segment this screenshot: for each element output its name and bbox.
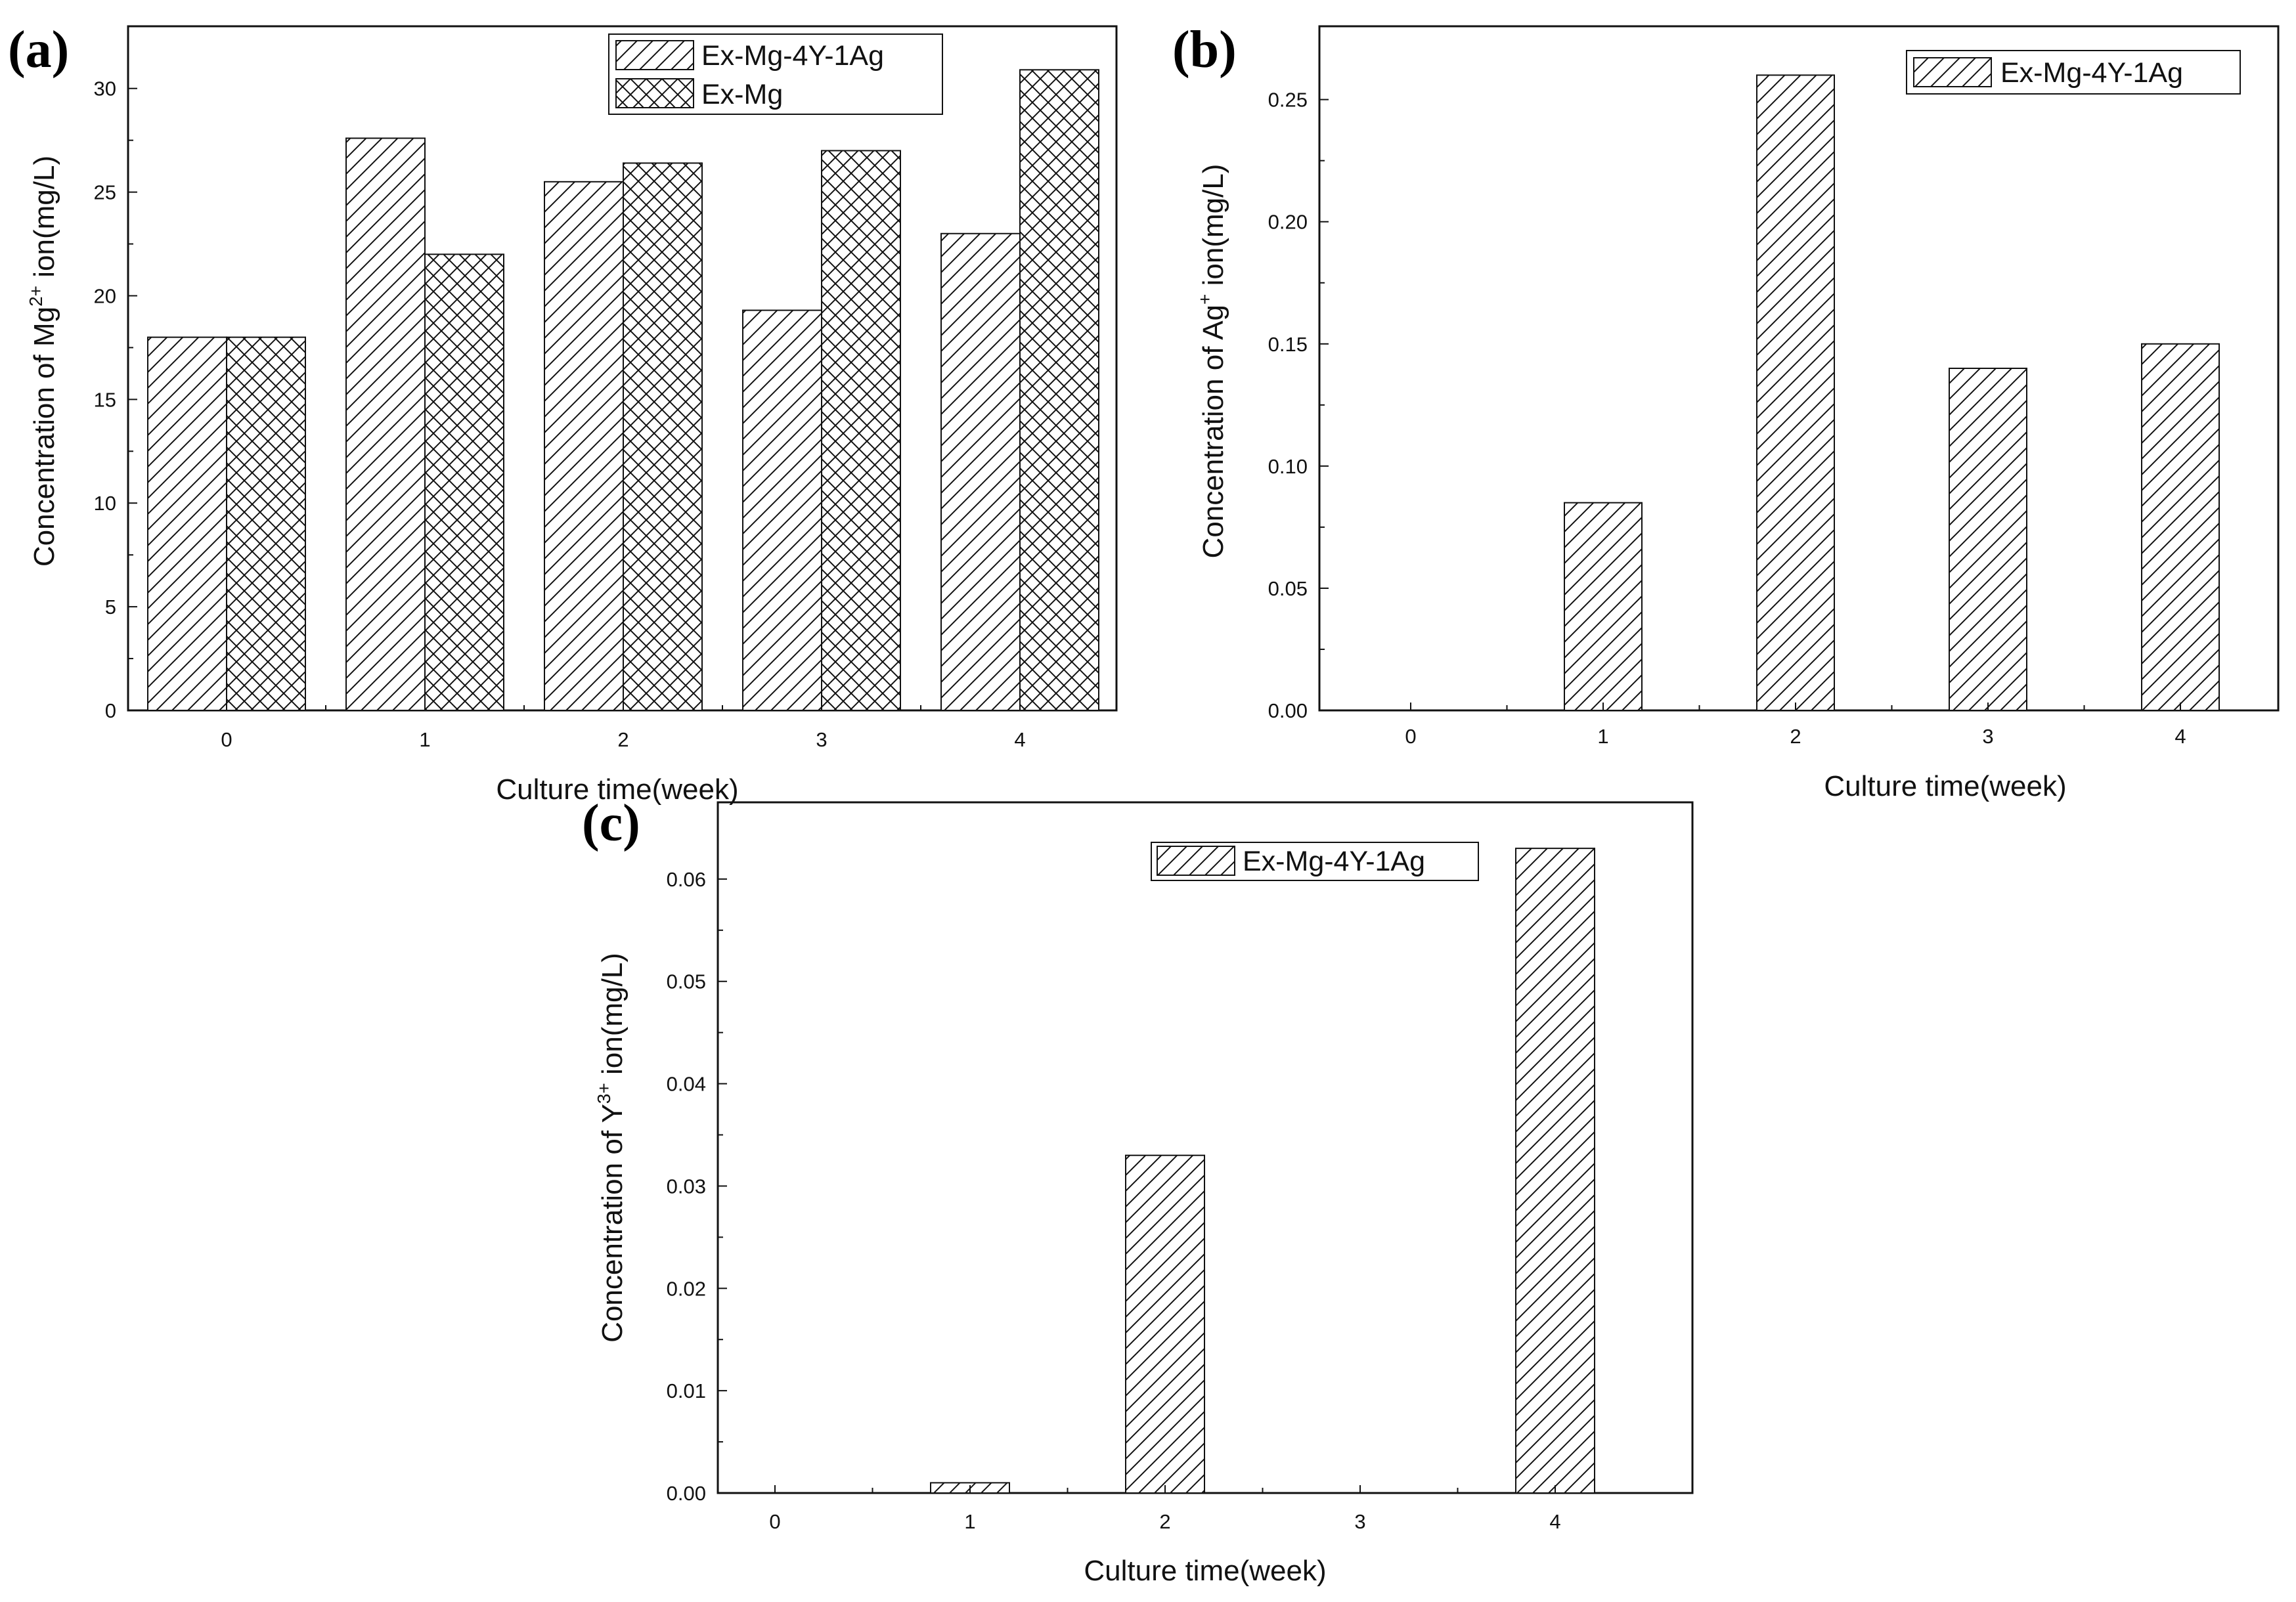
y-tick-label: 0.02	[667, 1277, 706, 1300]
x-tick-label: 2	[1790, 725, 1801, 748]
bar-ex-mg-4y-1ag-week-2	[544, 181, 624, 711]
panel-a-legend-label-ex-mg: Ex-Mg	[701, 79, 783, 110]
y-tick-label: 0.10	[1268, 455, 1308, 478]
bar-ex-mg-week-0	[226, 336, 306, 711]
panel-a-legend-label-ex-mg-4y-1ag: Ex-Mg-4Y-1Ag	[701, 40, 884, 72]
y-tick-label: 0.25	[1268, 89, 1308, 112]
y-tick-label: 0.00	[1268, 699, 1308, 722]
panel-a-legend-swatch-ex-mg-4y-1ag	[615, 40, 694, 70]
panel-a-legend: Ex-Mg-4Y-1Ag Ex-Mg	[608, 33, 943, 115]
panel-b-y-title-suffix: ion(mg/L)	[1197, 164, 1229, 294]
y-tick-label: 0.06	[667, 868, 706, 891]
bar-ex-mg-4y-1ag-week-3	[742, 309, 822, 711]
x-tick-label: 3	[816, 728, 827, 751]
panel-b-label: (b)	[1172, 21, 1237, 79]
panel-c-legend: Ex-Mg-4Y-1Ag	[1151, 842, 1479, 881]
panel-c-legend-label-ex-mg-4y-1ag: Ex-Mg-4Y-1Ag	[1243, 846, 1425, 877]
x-tick-label: 2	[617, 728, 629, 751]
panel-c-y-title-sup: 3+	[594, 1083, 614, 1104]
panel-c-legend-swatch-ex-mg-4y-1ag	[1157, 846, 1235, 876]
panel-b-y-axis-title: Concentration of Ag+ ion(mg/L)	[1195, 164, 1229, 559]
y-tick-label: 0.05	[667, 970, 706, 993]
y-tick-label: 20	[94, 284, 116, 307]
bar-ex-mg-4y-1ag-week-4	[940, 232, 1021, 711]
bar-ex-mg-week-1	[424, 253, 504, 712]
y-tick-label: 0.05	[1268, 577, 1308, 600]
bar-ex-mg-4y-1ag-week-3	[1949, 368, 2027, 711]
panel-b-x-axis-title: Culture time(week)	[1824, 770, 2066, 802]
panel-b-y-ticks: 0.00 0.05 0.10 0.15 0.20 0.25	[1268, 89, 1329, 722]
x-tick-label: 0	[1405, 725, 1416, 748]
y-tick-label: 0.20	[1268, 211, 1308, 234]
x-tick-label: 0	[221, 728, 232, 751]
bar-ex-mg-week-2	[623, 162, 703, 711]
y-tick-label: 0.00	[667, 1482, 706, 1505]
x-tick-label: 4	[1014, 728, 1025, 751]
y-tick-label: 0.15	[1268, 333, 1308, 356]
y-tick-label: 25	[94, 181, 116, 204]
panel-c-y-axis-title: Concentration of Y3+ ion(mg/L)	[594, 953, 629, 1343]
panel-c-bars	[930, 848, 1595, 1494]
panel-b-y-title-prefix: Concentration of Ag	[1197, 305, 1229, 558]
bar-ex-mg-4y-1ag-week-2	[1756, 74, 1835, 711]
panel-a-bars	[147, 69, 1099, 712]
y-tick-label: 5	[105, 595, 116, 618]
panel-a-x-axis-title: Culture time(week)	[496, 773, 738, 806]
x-tick-label: 2	[1159, 1510, 1170, 1533]
y-tick-label: 0.04	[667, 1073, 706, 1096]
x-tick-label: 4	[2175, 725, 2186, 748]
panel-b-chart: 0.00 0.05 0.10 0.15 0.20 0.25 0 1 2 3 4 Culture t…	[1172, 21, 2280, 802]
panel-b-bars	[1564, 74, 2220, 712]
bar-ex-mg-4y-1ag-week-1	[345, 137, 426, 711]
panel-c-y-title-prefix: Concentration of Y	[596, 1104, 629, 1343]
panel-c-label: (c)	[582, 794, 640, 852]
panel-a-legend-swatch-ex-mg	[615, 78, 694, 108]
x-tick-label: 1	[1597, 725, 1608, 748]
panel-b-legend-swatch-ex-mg-4y-1ag	[1913, 57, 1992, 87]
x-tick-label: 3	[1982, 725, 1993, 748]
y-tick-label: 30	[94, 77, 116, 100]
panel-a-x-ticks: 0 1 2 3 4	[221, 703, 1026, 751]
y-tick-label: 0	[105, 699, 116, 722]
panel-a-y-title-sup: 2+	[26, 286, 46, 307]
y-tick-label: 15	[94, 388, 116, 411]
bar-ex-mg-4y-1ag-week-1	[1564, 502, 1643, 712]
bar-ex-mg-4y-1ag-week-2	[1125, 1154, 1205, 1494]
panel-a-y-title-prefix: Concentration of Mg	[28, 307, 60, 567]
panel-c-y-ticks: 0.00 0.01 0.02 0.03 0.04 0.05 0.06	[667, 868, 727, 1505]
bar-ex-mg-week-4	[1019, 69, 1099, 712]
panel-b-x-ticks: 0 1 2 3 4	[1405, 703, 2186, 748]
y-tick-label: 0.03	[667, 1175, 706, 1198]
x-tick-label: 3	[1354, 1510, 1365, 1533]
panel-b-legend-label-ex-mg-4y-1ag: Ex-Mg-4Y-1Ag	[2000, 57, 2183, 89]
panel-a-y-title-suffix: ion(mg/L)	[28, 156, 60, 286]
panel-b-y-title-sup: +	[1195, 294, 1215, 305]
bar-ex-mg-4y-1ag-week-4	[2141, 343, 2220, 711]
panel-a-y-axis-title: Concentration of Mg2+ ion(mg/L)	[26, 156, 60, 567]
bar-ex-mg-week-3	[821, 150, 901, 712]
bar-ex-mg-4y-1ag-week-0	[147, 336, 227, 711]
panel-b-legend: Ex-Mg-4Y-1Ag	[1906, 50, 2241, 95]
panel-c-x-axis-title: Culture time(week)	[1084, 1555, 1326, 1587]
x-tick-label: 1	[964, 1510, 975, 1533]
panel-c-chart: 0.00 0.01 0.02 0.03 0.04 0.05 0.06 0 1 2 3 4 Cultu…	[582, 794, 1694, 1587]
panel-a-chart: 0 5 10 15 20 25 30 0 1 2 3 4 Culture time(week) Co…	[8, 21, 1118, 806]
x-tick-label: 4	[1549, 1510, 1560, 1533]
panel-c-y-title-suffix: ion(mg/L)	[596, 953, 629, 1083]
panel-a-y-ticks: 0 5 10 15 20 25 30	[94, 77, 137, 722]
x-tick-label: 0	[769, 1510, 780, 1533]
y-tick-label: 0.01	[667, 1379, 706, 1402]
y-tick-label: 10	[94, 492, 116, 515]
panel-c-x-ticks: 0 1 2 3 4	[769, 1485, 1561, 1533]
x-tick-label: 1	[419, 728, 430, 751]
panel-a-label: (a)	[8, 21, 69, 79]
bar-ex-mg-4y-1ag-week-4	[1515, 848, 1595, 1494]
